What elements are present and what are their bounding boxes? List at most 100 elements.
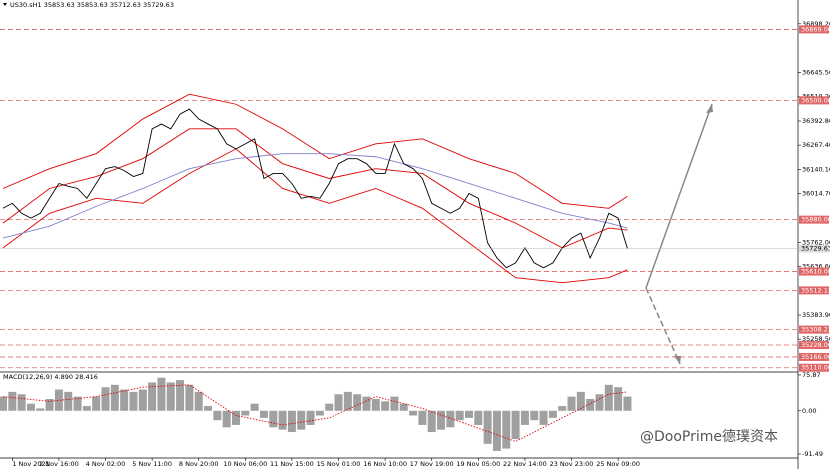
macd-bar <box>17 394 26 411</box>
macd-bar <box>492 410 501 451</box>
level-label-box <box>799 25 829 34</box>
macd-bar <box>269 410 278 428</box>
x-tick-label: 23 Nov 23:00 <box>550 460 594 468</box>
macd-bar <box>54 389 63 411</box>
x-tick-label: 25 Nov 09:00 <box>596 460 640 468</box>
header: US30.sH1 35853.63 35853.63 35712.63 3572… <box>10 1 174 9</box>
macd-bar <box>204 406 213 411</box>
level-label: 35166.00 <box>801 353 830 361</box>
current-price-box <box>799 244 829 253</box>
x-tick-label: 4 Nov 02:00 <box>86 460 126 468</box>
y-tick-label: 36392.80 <box>802 117 830 125</box>
macd-bar <box>306 410 315 425</box>
y-tick-label: 35762.00 <box>802 238 830 246</box>
x-tick-label: 11 Nov 15:00 <box>270 460 314 468</box>
x-tick-label: 10 Nov 06:00 <box>223 460 267 468</box>
indicator-line <box>2 93 628 209</box>
macd-bar <box>176 380 185 411</box>
macd-bar <box>418 410 427 425</box>
macd-bar <box>194 391 203 411</box>
level-label: 35228.00 <box>801 341 830 349</box>
level-label: 36869.00 <box>801 25 830 33</box>
macd-bar <box>222 410 231 428</box>
macd-bar <box>45 398 54 411</box>
macd-bar <box>250 403 259 411</box>
signal-line <box>2 384 628 442</box>
macd-bar <box>567 396 576 411</box>
macd-bar <box>148 382 157 411</box>
macd-bar <box>64 391 73 411</box>
x-tick-label: 15 Nov 01:00 <box>317 460 361 468</box>
level-label-box <box>799 267 829 276</box>
macd-bar <box>520 410 529 425</box>
macd-bar <box>278 410 287 430</box>
y-tick-label: 36645.50 <box>802 68 830 76</box>
macd-bar <box>110 384 119 411</box>
macd-bar <box>586 398 595 411</box>
macd-bar <box>595 394 604 411</box>
level-label: 35110.00 <box>801 364 830 372</box>
level-label: 35512.12 <box>801 286 830 294</box>
macd-bar <box>465 410 473 418</box>
x-tick-label: 5 Nov 11:00 <box>132 460 172 468</box>
macd-bar <box>390 396 399 411</box>
macd-bar <box>604 384 613 411</box>
x-tick-label: 2 Nov 16:00 <box>39 460 79 468</box>
level-label: 35308.23 <box>801 326 830 334</box>
macd-bar <box>437 410 446 430</box>
macd-bar <box>129 391 138 411</box>
macd-bar <box>157 377 166 411</box>
level-label-box <box>799 215 829 224</box>
macd-title: MACD(12,26,9) 4.890 28.416 <box>3 373 98 381</box>
macd-bar <box>334 394 343 411</box>
arrow-down-head <box>674 356 681 364</box>
macd-bar <box>138 389 147 411</box>
macd-bar <box>558 406 567 411</box>
x-tick-label: 1 Nov 2021 <box>12 460 50 468</box>
arrow-up <box>645 103 713 289</box>
macd-bar <box>474 410 483 425</box>
macd-bar <box>381 401 390 411</box>
macd-bar <box>92 396 101 411</box>
y-tick-label: 35636.60 <box>802 262 830 270</box>
x-tick-label: 16 Nov 10:00 <box>363 460 407 468</box>
macd-bar <box>362 396 371 411</box>
macd-bar <box>82 406 91 411</box>
level-label-box <box>799 286 829 295</box>
macd-bar <box>213 410 222 421</box>
macd-bar <box>101 387 110 411</box>
y-tick-label: 0.00 <box>802 407 816 415</box>
watermark: @DooPrime德璞资本 <box>640 429 778 445</box>
y-tick-label: 35383.90 <box>802 311 830 319</box>
level-label-box <box>799 96 829 105</box>
macd-bar <box>325 403 334 411</box>
macd-bar <box>0 396 7 411</box>
indicator-line <box>2 128 628 249</box>
macd-bar <box>371 398 380 411</box>
x-tick-label: 8 Nov 20:00 <box>179 460 219 468</box>
y-tick-label: 36898.20 <box>802 20 830 28</box>
y-tick-label: -91.49 <box>802 450 823 458</box>
menu-icon[interactable] <box>3 3 7 6</box>
x-tick-label: 19 Nov 05:00 <box>456 460 500 468</box>
macd-bar <box>343 391 352 411</box>
level-label-box <box>799 352 829 361</box>
y-tick-label: 35258.50 <box>802 335 830 343</box>
level-label: 36500.00 <box>801 96 830 104</box>
macd-bar <box>530 410 539 421</box>
macd-bar <box>259 410 268 418</box>
macd-bar <box>166 382 175 411</box>
y-tick-label: 75.87 <box>802 371 821 379</box>
macd-bar <box>297 410 306 430</box>
level-label-box <box>799 341 829 350</box>
level-label: 35610.00 <box>801 268 830 276</box>
macd-bar <box>73 396 82 411</box>
macd-bar <box>483 410 492 444</box>
price-line <box>2 108 628 269</box>
macd-bar <box>315 410 324 416</box>
macd-bar <box>511 410 520 440</box>
macd-bar <box>232 410 240 425</box>
arrow-up-head <box>706 104 713 113</box>
macd-bar <box>36 408 45 411</box>
